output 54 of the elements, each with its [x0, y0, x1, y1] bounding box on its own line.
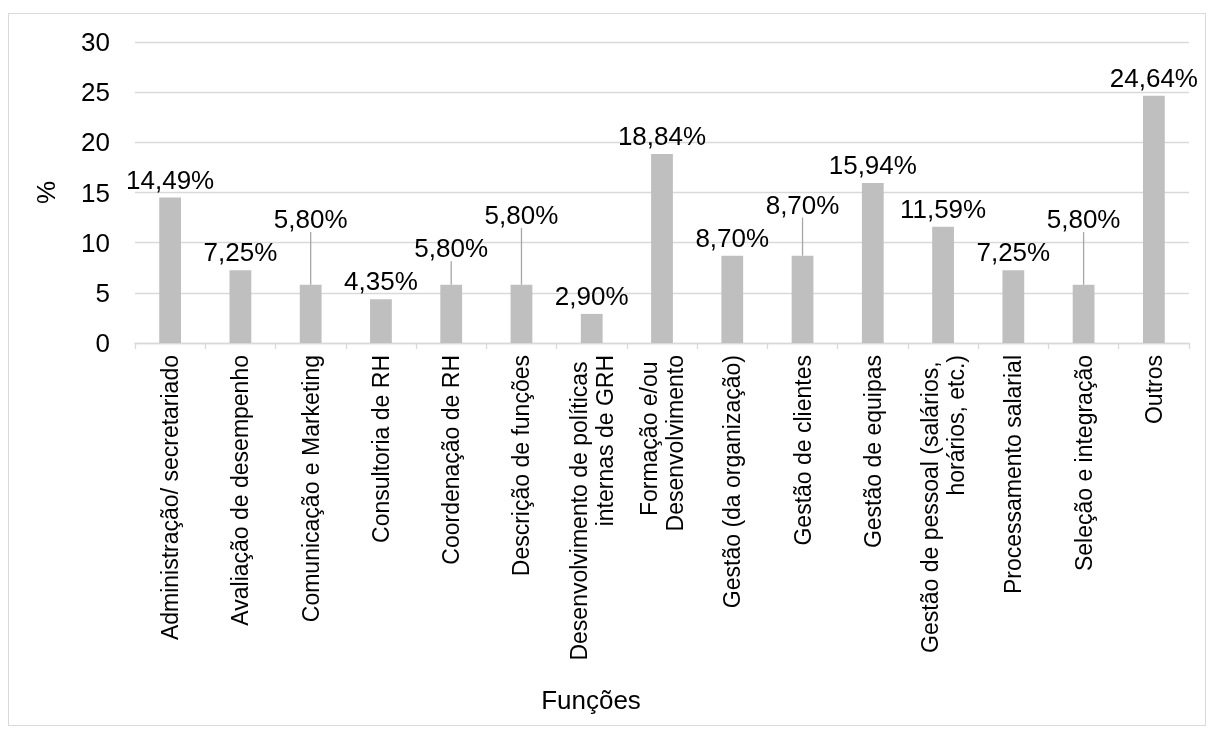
data-label: 7,25% — [976, 237, 1051, 268]
data-label: 18,84% — [617, 120, 707, 151]
data-label: 14,49% — [126, 164, 215, 195]
x-axis-title: Funções — [541, 684, 641, 715]
bar — [370, 299, 392, 343]
bar — [721, 255, 744, 343]
y-tick-label: 10 — [81, 227, 110, 258]
x-tick-label: Formação e/ou Desenvolvimento — [636, 355, 688, 532]
data-label: 5,80% — [1046, 204, 1121, 235]
x-tick-label: Processamento salarial — [1000, 355, 1027, 595]
x-tick-label: Desenvolvimento de políticas internas de GRH — [565, 355, 618, 661]
data-label: 8,70% — [765, 189, 840, 220]
data-label: 11,59% — [899, 193, 987, 224]
x-tick-label: Administração/ secretariado — [157, 355, 184, 641]
data-label: 5,80% — [414, 233, 489, 264]
bar — [932, 226, 954, 343]
x-tick-label: Gestão (da organização) — [719, 355, 746, 609]
data-label: 7,25% — [203, 237, 278, 268]
bar — [159, 197, 182, 343]
bar — [861, 183, 884, 343]
x-tick-label: Comunicação e Marketing — [297, 355, 324, 623]
x-tick-label: Gestão de pessoal (salários, horários, etc.) — [917, 355, 970, 653]
data-label: 2,90% — [554, 280, 629, 311]
y-tick-label: 0 — [95, 328, 110, 358]
bar — [440, 284, 463, 343]
bar — [1142, 95, 1165, 343]
bar — [791, 255, 814, 343]
x-tick-label: Avaliação de desempenho — [227, 355, 254, 626]
bar — [651, 153, 673, 343]
x-tick-label: Consultoria de RH — [367, 355, 394, 543]
y-tick-label: 5 — [95, 277, 110, 308]
y-tick-label: 15 — [81, 177, 110, 208]
data-label: 24,64% — [1109, 62, 1198, 93]
bar — [229, 270, 252, 343]
data-label: 4,35% — [344, 266, 418, 297]
data-label: 5,80% — [484, 199, 559, 230]
bar — [580, 313, 603, 343]
data-label: 15,94% — [828, 150, 917, 181]
x-tick-label: Outros — [1140, 355, 1167, 425]
x-tick-label: Gestão de clientes — [789, 355, 816, 546]
y-tick-label: 25 — [81, 77, 110, 108]
bar — [1072, 284, 1095, 343]
x-tick-label: Descrição de funções — [508, 355, 535, 577]
x-tick-label: Seleção e integração — [1070, 355, 1097, 572]
y-axis-title: % — [31, 180, 61, 205]
y-tick-label: 30 — [81, 27, 110, 57]
bar — [299, 284, 322, 343]
x-tick-label: Gestão de equipas — [859, 355, 886, 549]
data-label: 8,70% — [695, 222, 770, 253]
bar — [510, 284, 533, 343]
y-tick-label: 20 — [81, 127, 110, 158]
data-label: 5,80% — [273, 204, 348, 235]
bar — [1002, 270, 1025, 343]
x-tick-label: Coordenação de RH — [438, 355, 465, 565]
